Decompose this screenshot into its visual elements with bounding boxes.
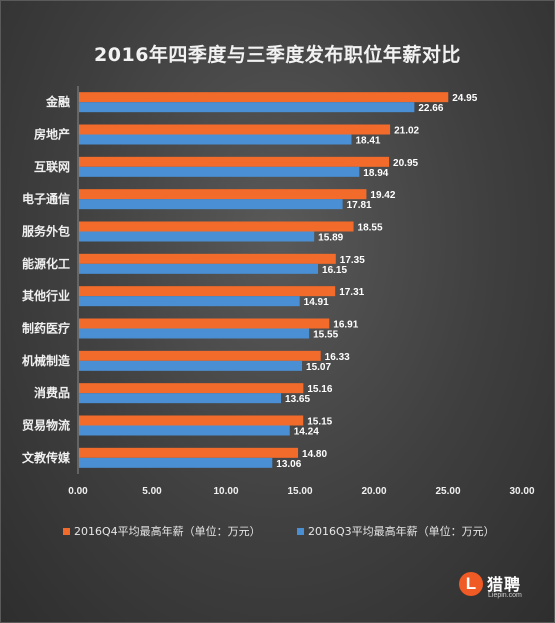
bar-q3 xyxy=(79,457,273,468)
bar-q4 xyxy=(79,221,354,232)
bar-q3 xyxy=(79,393,282,404)
legend-label-q4: 2016Q4平均最高年薪（单位：万元） xyxy=(74,525,261,538)
bar-q4 xyxy=(79,286,336,297)
bar-q4 xyxy=(79,253,336,264)
data-label-q4: 16.91 xyxy=(333,320,358,331)
bar-q3 xyxy=(79,263,319,274)
logo-name: 猎聘 xyxy=(487,575,522,594)
category-label: 文教传媒 xyxy=(22,450,71,465)
chart-legend: 2016Q4平均最高年薪（单位：万元） 2016Q3平均最高年薪（单位：万元） xyxy=(0,523,555,543)
bar-q4 xyxy=(79,318,330,329)
category-label: 服务外包 xyxy=(22,224,70,239)
bar-q3 xyxy=(79,134,352,145)
chart-title: 2016年四季度与三季度发布职位年薪对比 xyxy=(94,44,461,66)
x-tick-label: 15.00 xyxy=(287,486,312,497)
data-label-q4: 21.02 xyxy=(394,126,419,137)
data-label-q4: 15.15 xyxy=(307,417,332,428)
data-label-q4: 18.55 xyxy=(358,223,383,234)
data-label-q3: 22.66 xyxy=(418,103,443,114)
x-tick-label: 30.00 xyxy=(509,486,534,497)
bar-q3 xyxy=(79,166,360,177)
data-label-q3: 13.06 xyxy=(276,459,301,470)
bar-q3 xyxy=(79,199,343,210)
x-tick-label: 10.00 xyxy=(213,486,238,497)
bar-q3 xyxy=(79,296,300,307)
logo-domain: Liepin.com xyxy=(488,592,522,599)
legend-swatch-q3 xyxy=(297,527,304,535)
category-label: 互联网 xyxy=(34,160,70,174)
legend-swatch-q4 xyxy=(63,527,70,535)
category-label: 贸易物流 xyxy=(22,418,70,433)
data-label-q3: 14.91 xyxy=(304,297,329,308)
category-label: 房地产 xyxy=(34,127,70,142)
bar-q3 xyxy=(79,425,290,436)
liepin-logo: L 猎聘 Liepin.com xyxy=(459,570,539,610)
data-label-q3: 15.89 xyxy=(318,233,343,244)
data-label-q3: 15.55 xyxy=(313,330,338,341)
bar-q4 xyxy=(79,350,321,361)
bar-q4 xyxy=(79,124,391,135)
bar-q3 xyxy=(79,360,303,371)
category-label: 其他行业 xyxy=(22,288,70,303)
bar-q4 xyxy=(79,189,367,200)
data-label-q3: 18.41 xyxy=(355,136,380,147)
data-label-q3: 15.07 xyxy=(306,362,331,373)
data-label-q3: 14.24 xyxy=(294,427,319,438)
x-tick-label: 25.00 xyxy=(435,486,460,497)
bar-q3 xyxy=(79,231,315,242)
data-label-q4: 20.95 xyxy=(393,158,418,169)
data-label-q3: 18.94 xyxy=(363,168,388,179)
bar-q3 xyxy=(79,102,415,113)
data-label-q4: 17.35 xyxy=(340,255,365,266)
x-tick-label: 20.00 xyxy=(361,486,386,497)
bar-q3 xyxy=(79,328,310,339)
bar-q4 xyxy=(79,447,299,458)
category-label: 制药医疗 xyxy=(22,321,70,336)
x-tick-label: 0.00 xyxy=(68,486,88,497)
data-label-q4: 16.33 xyxy=(325,352,350,363)
bar-q4 xyxy=(79,415,304,426)
legend-item-q3: 2016Q3平均最高年薪（单位：万元） xyxy=(297,523,495,539)
bar-q4 xyxy=(79,383,304,394)
category-label: 消费品 xyxy=(34,385,70,400)
category-label: 金融 xyxy=(45,94,70,109)
data-label-q4: 15.16 xyxy=(307,384,332,395)
logo-badge-icon: L xyxy=(459,572,483,596)
bar-q4 xyxy=(79,92,449,103)
data-label-q4: 17.31 xyxy=(339,287,364,298)
bar-q4 xyxy=(79,156,390,167)
legend-label-q3: 2016Q3平均最高年薪（单位：万元） xyxy=(308,525,495,538)
data-label-q3: 17.81 xyxy=(347,200,372,211)
category-label: 能源化工 xyxy=(22,256,70,271)
data-label-q4: 24.95 xyxy=(452,93,477,104)
x-tick-label: 5.00 xyxy=(142,486,162,497)
data-label-q4: 14.80 xyxy=(302,449,327,460)
legend-item-q4: 2016Q4平均最高年薪（单位：万元） xyxy=(63,523,261,539)
data-label-q3: 16.15 xyxy=(322,265,347,276)
data-label-q4: 19.42 xyxy=(370,190,395,201)
data-label-q3: 13.65 xyxy=(285,394,310,405)
category-label: 电子通信 xyxy=(22,191,70,206)
category-label: 机械制造 xyxy=(22,353,71,368)
